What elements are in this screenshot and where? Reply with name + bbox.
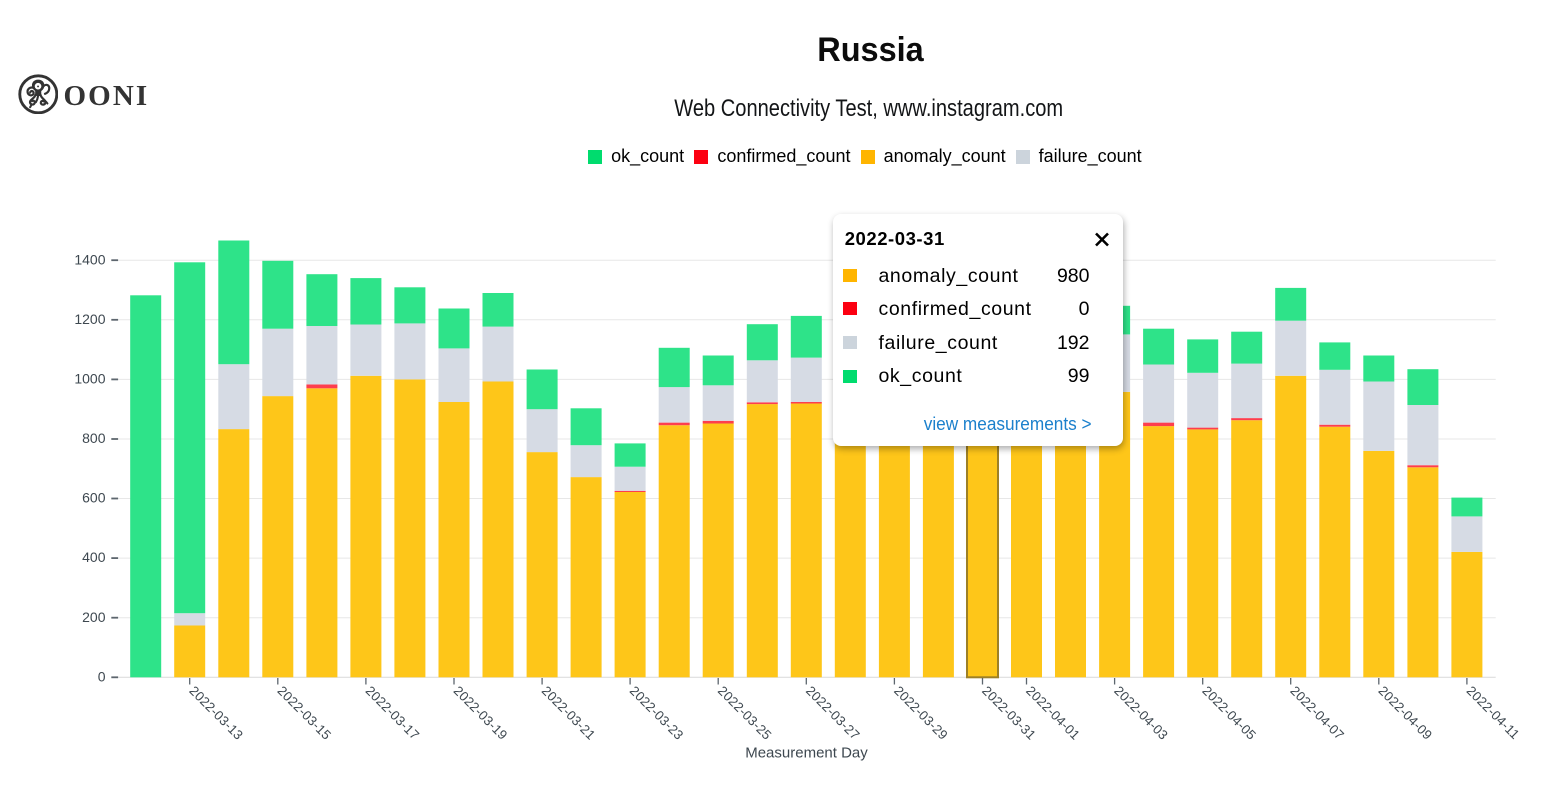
svg-text:2022-03-21: 2022-03-21	[539, 683, 599, 743]
svg-text:400: 400	[82, 549, 106, 565]
svg-text:1400: 1400	[74, 251, 105, 267]
svg-text:2022-04-05: 2022-04-05	[1199, 683, 1259, 743]
svg-text:2022-03-13: 2022-03-13	[186, 683, 246, 743]
svg-text:2022-03-25: 2022-03-25	[715, 683, 775, 743]
svg-text:2022-04-09: 2022-04-09	[1375, 683, 1435, 743]
svg-text:0: 0	[98, 668, 106, 684]
svg-text:2022-04-07: 2022-04-07	[1287, 683, 1347, 743]
svg-text:2022-03-19: 2022-03-19	[451, 683, 511, 743]
svg-text:200: 200	[82, 609, 106, 625]
svg-text:2022-03-29: 2022-03-29	[891, 683, 951, 743]
svg-text:800: 800	[82, 430, 106, 446]
svg-text:2022-04-03: 2022-04-03	[1111, 683, 1171, 743]
svg-text:Measurement Day: Measurement Day	[745, 745, 868, 762]
svg-text:600: 600	[82, 490, 106, 506]
svg-text:1200: 1200	[74, 311, 105, 327]
svg-text:2022-03-17: 2022-03-17	[363, 683, 423, 743]
svg-text:2022-03-27: 2022-03-27	[803, 683, 863, 743]
svg-text:1000: 1000	[74, 371, 105, 387]
svg-text:2022-04-11: 2022-04-11	[1464, 683, 1523, 742]
svg-text:2022-03-15: 2022-03-15	[274, 683, 334, 743]
svg-text:2022-03-23: 2022-03-23	[627, 683, 687, 743]
